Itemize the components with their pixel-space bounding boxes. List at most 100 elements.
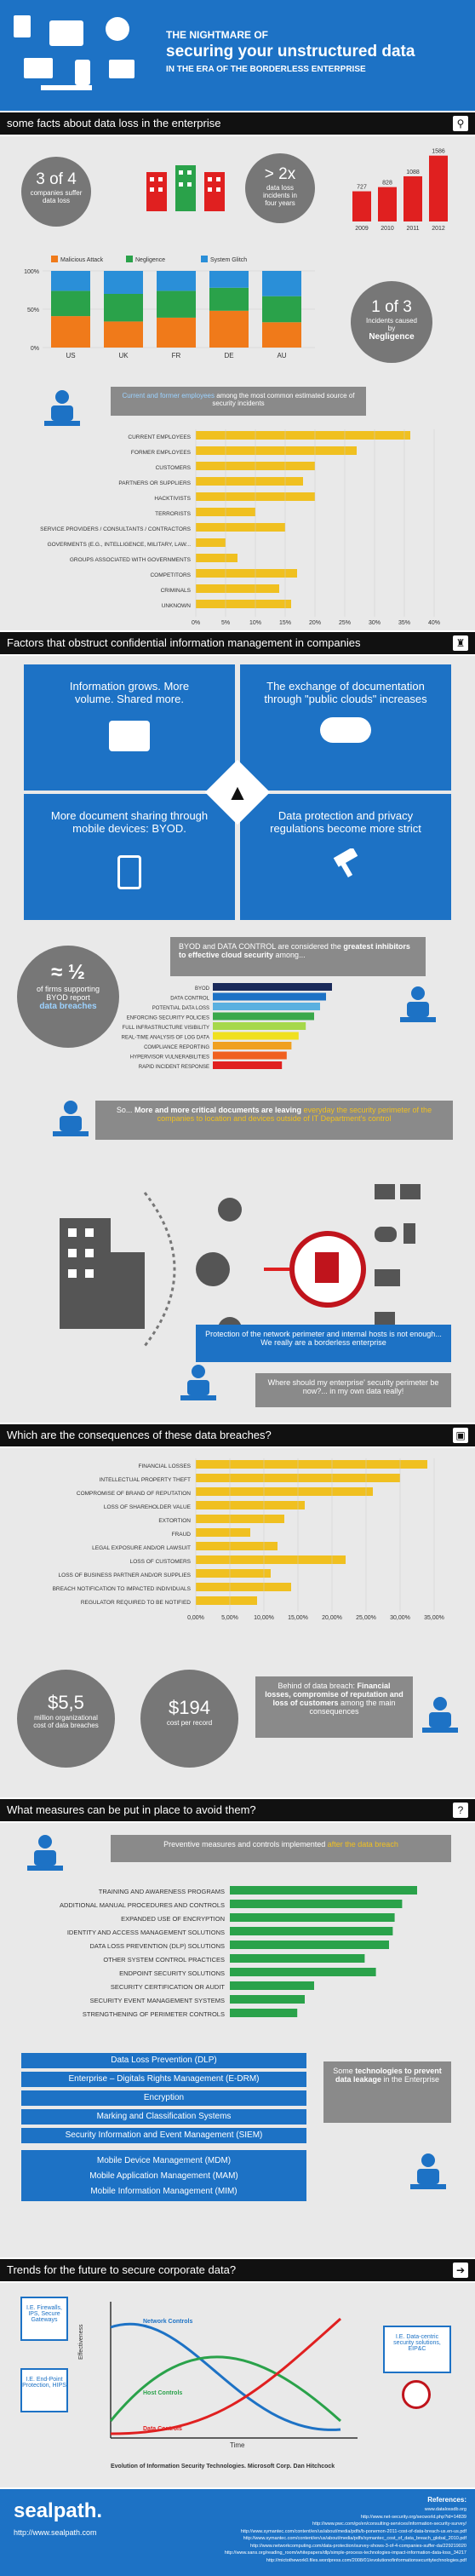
section-title-factors: Factors that obstruct confidential infor…	[7, 636, 361, 649]
causes-bar-segment	[262, 296, 301, 323]
causes-bar-segment	[157, 271, 196, 291]
tech-dlp: Data Loss Prevention (DLP)	[21, 2053, 306, 2068]
header-title-line2: securing your unstructured data	[166, 43, 415, 60]
hbar	[230, 1981, 314, 1990]
header-title-line1: THE NIGHTMARE OF	[166, 29, 268, 41]
twox-label: data loss incidents in four years	[262, 184, 298, 207]
causes-legend-label: Malicious Attack	[60, 257, 104, 263]
causes-bar-segment	[157, 317, 196, 348]
hbar	[213, 1061, 283, 1069]
tech-mim: Mobile Information Management (MIM)	[90, 2187, 238, 2196]
footer: sealpath. http://www.sealpath.com Refere…	[0, 2489, 475, 2576]
causes-category-label: US	[66, 352, 75, 359]
lock-doc-icon	[402, 2380, 431, 2409]
trends-xlabel: Time	[230, 2441, 245, 2449]
cost-record-bubble: $194 cost per record	[140, 1670, 238, 1768]
thinker-icon	[179, 1363, 218, 1406]
chess-icon: ♜	[453, 635, 468, 651]
tile-mobile-byod: More document sharing through mobile dev…	[24, 794, 235, 920]
footer-url-link[interactable]: http://www.sealpath.com	[14, 2528, 97, 2537]
causes-legend-label: Negligence	[135, 257, 165, 263]
hbar	[213, 1032, 299, 1040]
hbar-xtick: 20%	[309, 620, 321, 626]
section-bar-measures: What measures can be put in place to avo…	[0, 1799, 475, 1821]
hbar	[196, 600, 291, 608]
hbar	[213, 1042, 292, 1049]
manager-icon	[398, 985, 438, 1028]
hbar	[196, 1501, 305, 1509]
trend-box-endpoint: I.E. End-Point Protection, HIPS	[20, 2368, 68, 2412]
trend-box-firewalls: I.E. Firewalls, IPS, Secure Gateways	[20, 2297, 68, 2341]
hbar-category-label: INTELLECTUAL PROPERTY THEFT	[100, 1477, 191, 1483]
section-title-consequences: Which are the consequences of these data…	[7, 1429, 272, 1441]
half-bubble: ≈ ½ of firms supporting BYOD report data…	[17, 946, 119, 1048]
hbar	[213, 1012, 314, 1021]
reference-item[interactable]: http://www.symantec.com/content/en/us/ab…	[240, 2528, 466, 2534]
reference-item[interactable]: http://www.symantec.com/content/en/us/ab…	[243, 2536, 466, 2541]
consequences-panel: FINANCIAL LOSSES INTELLECTUAL PROPERTY TH…	[0, 1448, 475, 1797]
analyst-icon	[26, 1833, 65, 1877]
reference-item[interactable]: http://www.pwc.com/gx/en/consulting-serv…	[312, 2521, 466, 2527]
hbar	[196, 1542, 278, 1550]
hbar-category-label: COMPETITORS	[150, 572, 191, 578]
measures-panel: Preventive measures and controls impleme…	[0, 1823, 475, 2257]
hbar-xtick: 40%	[428, 620, 440, 626]
incidents-value-label: 1586	[432, 149, 445, 155]
hbar	[213, 1051, 287, 1060]
hbar	[196, 1555, 346, 1564]
hbar-category-label: FINANCIAL LOSSES	[138, 1463, 191, 1469]
arrow-icon: ➔	[453, 2263, 468, 2278]
question-icon: ?	[453, 1803, 468, 1818]
footer-brand: sealpath.	[14, 2499, 103, 2522]
hbar-category-label: FORMER EMPLOYEES	[131, 450, 192, 456]
causes-bar-segment	[209, 287, 249, 311]
hbar-category-label: REAL-TIME ANALYSIS OF LOG DATA	[122, 1036, 209, 1041]
hbar	[230, 1968, 376, 1976]
hbar-category-label: BREACH NOTIFICATION TO IMPACTED INDIVIDU…	[53, 1586, 192, 1592]
twox-bubble: > 2x data loss incidents in four years	[245, 153, 315, 223]
reference-item[interactable]: http://www.sans.org/reading_room/whitepa…	[224, 2550, 466, 2556]
hbar	[230, 2009, 298, 2017]
hbar-xtick: 25,00%	[356, 1615, 376, 1621]
section-bar-consequences: Which are the consequences of these data…	[0, 1424, 475, 1446]
hbar-category-label: ENFORCING SECURITY POLICIES	[127, 1016, 209, 1021]
hbar-category-label: DATA CONTROL	[170, 997, 209, 1002]
inhibitors-chart: BYOD DATA CONTROL POTENTIAL DATA LOSS ENFOR…	[122, 983, 332, 1070]
tech-encryption: Encryption	[21, 2090, 306, 2106]
cost-organizational-bubble: $5,5 million organizational cost of data…	[17, 1670, 115, 1768]
hbar-category-label: OTHER SYSTEM CONTROL PRACTICES	[103, 1956, 225, 1964]
causes-bar-segment	[51, 316, 90, 348]
gavel-icon	[326, 847, 365, 879]
causes-legend-swatch	[201, 256, 208, 262]
incidents-year-label: 2009	[355, 226, 369, 232]
hbar-category-label: LOSS OF CUSTOMERS	[130, 1559, 192, 1565]
hbar	[230, 1995, 305, 2004]
twox-value: > 2x	[264, 165, 296, 183]
hbar-category-label: EXPANDED USE OF ENCRYPTION	[121, 1915, 225, 1923]
trend-box-endpoint-text: I.E. End-Point Protection, HIPS	[22, 2377, 66, 2389]
hbar-category-label: BYOD	[195, 986, 210, 992]
hbar	[196, 554, 238, 562]
causes-legend-swatch	[126, 256, 133, 262]
one-of-three-value: 1 of 3	[371, 298, 412, 316]
reference-item[interactable]: http://www.networkcomputing.com/data-pro…	[250, 2543, 466, 2549]
trend-box-datacentric-text: I.E. Data-centric security solutions, EI…	[393, 2334, 441, 2352]
reference-item[interactable]: http://www.net-security.org/secworld.php…	[360, 2514, 466, 2520]
hbar-category-label: ADDITIONAL MANUAL PROCEDURES AND CONTROL…	[60, 1901, 225, 1909]
technologies-callout-bold: technologies to prevent data leakage	[335, 2067, 442, 2084]
executive-icon	[421, 1695, 460, 1739]
hbar-xtick: 30%	[369, 620, 381, 626]
hbar	[196, 1528, 250, 1537]
perimeter-callout-tail: everyday the security perimeter of the c…	[157, 1106, 432, 1123]
hbar-category-label: UNKNOWN	[162, 603, 192, 609]
hbar	[213, 1022, 306, 1030]
causes-bar-segment	[209, 310, 249, 348]
section-bar-factors: Factors that obstruct confidential infor…	[0, 632, 475, 654]
incidents-bar	[429, 155, 448, 221]
reference-item[interactable]: www.datalossdb.org	[424, 2507, 466, 2512]
hbar-category-label: STRENGTHENING OF PERIMETER CONTROLS	[83, 2010, 225, 2018]
buildings-icon	[145, 162, 226, 217]
hbar-xtick: 5,00%	[221, 1615, 238, 1621]
incidents-year-label: 2011	[406, 226, 419, 232]
reference-item[interactable]: http://mictothework0.files.wordpress.com…	[266, 2557, 466, 2563]
